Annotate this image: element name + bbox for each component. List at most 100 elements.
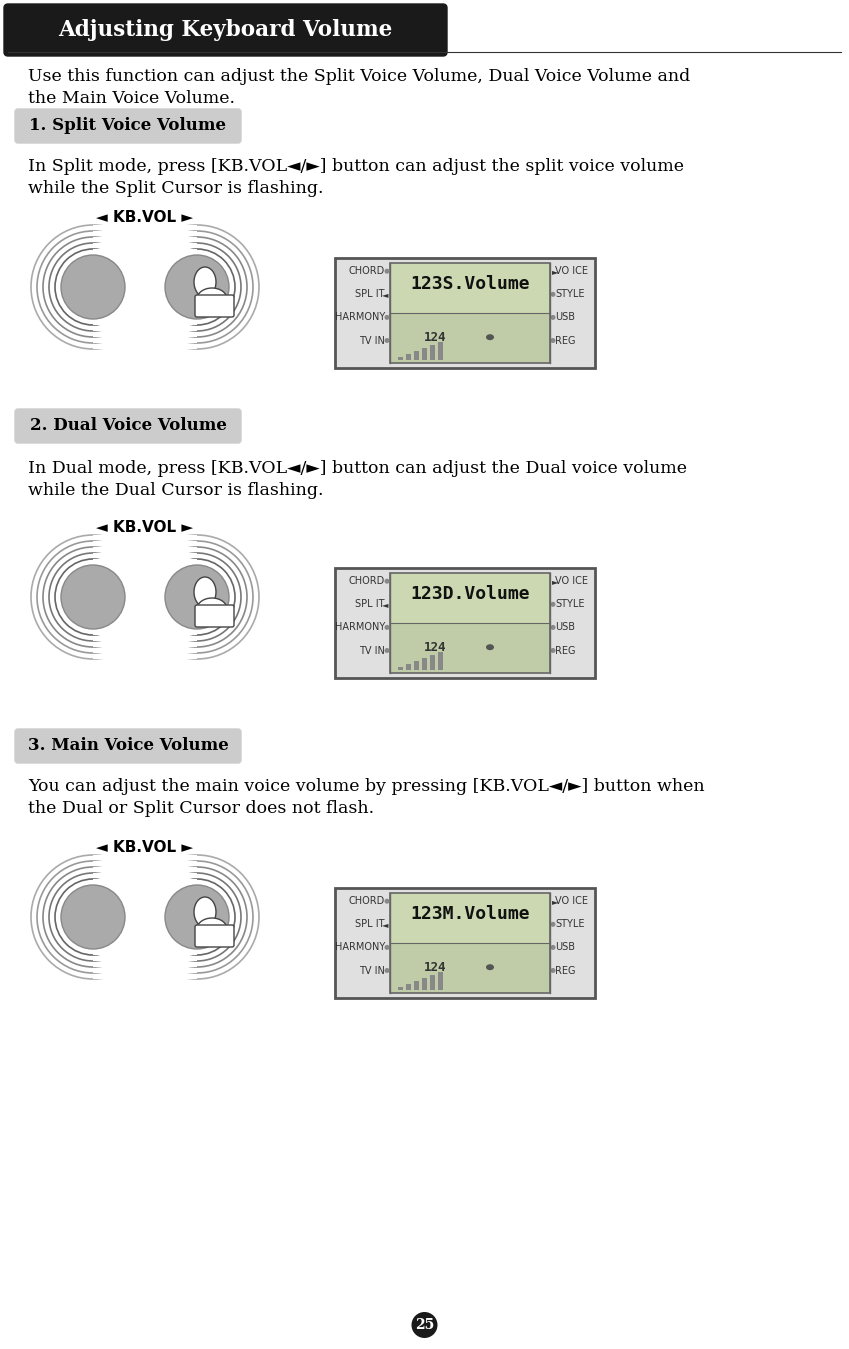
Circle shape: [385, 339, 390, 343]
Ellipse shape: [165, 885, 229, 948]
Text: REG: REG: [555, 336, 576, 345]
Ellipse shape: [31, 536, 155, 660]
Text: SPL IT: SPL IT: [356, 599, 385, 610]
Bar: [414, 661, 419, 670]
Circle shape: [550, 625, 555, 630]
Circle shape: [550, 314, 555, 320]
Bar: [93, 855, 197, 979]
FancyBboxPatch shape: [195, 925, 234, 947]
Circle shape: [385, 944, 390, 950]
Text: Use this function can adjust the Split Voice Volume, Dual Voice Volume and: Use this function can adjust the Split V…: [28, 67, 690, 85]
Bar: [93, 558, 197, 635]
Bar: [93, 231, 197, 343]
Ellipse shape: [194, 267, 216, 297]
FancyBboxPatch shape: [15, 409, 241, 442]
Text: STYLE: STYLE: [555, 919, 584, 929]
Text: TV IN: TV IN: [359, 336, 385, 345]
Ellipse shape: [141, 541, 253, 653]
Ellipse shape: [194, 577, 216, 607]
Text: 124: 124: [424, 960, 447, 974]
Bar: [406, 664, 411, 670]
Text: USB: USB: [555, 943, 575, 952]
Text: You can adjust the main voice volume by pressing [KB.VOL◄/►] button when: You can adjust the main voice volume by …: [28, 778, 705, 795]
Bar: [390, 573, 550, 673]
Text: 123S.Volume: 123S.Volume: [410, 275, 530, 293]
Ellipse shape: [486, 645, 494, 650]
Ellipse shape: [61, 885, 125, 948]
Bar: [438, 652, 443, 670]
Bar: [398, 987, 403, 990]
Ellipse shape: [147, 237, 247, 337]
Ellipse shape: [147, 546, 247, 648]
Text: In Dual mode, press [KB.VOL◄/►] button can adjust the Dual voice volume: In Dual mode, press [KB.VOL◄/►] button c…: [28, 460, 687, 478]
Bar: [93, 873, 197, 960]
Ellipse shape: [141, 231, 253, 343]
Bar: [93, 237, 197, 337]
Text: ◄: ◄: [381, 290, 388, 298]
Bar: [93, 243, 197, 331]
Circle shape: [385, 314, 390, 320]
Text: HARMONY: HARMONY: [335, 943, 385, 952]
Ellipse shape: [55, 250, 131, 325]
Ellipse shape: [61, 565, 125, 629]
Text: ►: ►: [552, 267, 559, 275]
Ellipse shape: [37, 231, 149, 343]
Bar: [438, 973, 443, 990]
Text: VO ICE: VO ICE: [555, 266, 588, 277]
Text: TV IN: TV IN: [359, 646, 385, 656]
Text: ◄: ◄: [381, 920, 388, 929]
Bar: [406, 983, 411, 990]
Bar: [93, 536, 197, 660]
Ellipse shape: [197, 919, 227, 940]
Bar: [93, 880, 197, 955]
Circle shape: [385, 969, 390, 973]
Ellipse shape: [159, 558, 235, 635]
Ellipse shape: [55, 558, 131, 635]
Ellipse shape: [197, 287, 227, 310]
Text: 25: 25: [415, 1318, 434, 1331]
Bar: [335, 258, 595, 368]
Bar: [430, 345, 435, 360]
Ellipse shape: [153, 243, 241, 331]
Text: VO ICE: VO ICE: [555, 576, 588, 587]
Text: CHORD: CHORD: [349, 266, 385, 277]
Ellipse shape: [194, 897, 216, 927]
Bar: [398, 357, 403, 360]
Text: 124: 124: [424, 641, 447, 654]
Text: TV IN: TV IN: [359, 966, 385, 975]
Bar: [93, 225, 197, 349]
Circle shape: [385, 268, 390, 274]
Text: Adjusting Keyboard Volume: Adjusting Keyboard Volume: [58, 19, 392, 40]
Ellipse shape: [135, 536, 259, 660]
Text: ►: ►: [552, 577, 559, 585]
FancyBboxPatch shape: [195, 295, 234, 317]
Ellipse shape: [55, 880, 131, 955]
Ellipse shape: [49, 553, 137, 641]
Ellipse shape: [49, 243, 137, 331]
Text: ►: ►: [552, 897, 559, 905]
Text: HARMONY: HARMONY: [335, 622, 385, 633]
Bar: [93, 546, 197, 648]
Ellipse shape: [197, 598, 227, 621]
Bar: [391, 575, 549, 623]
Bar: [93, 861, 197, 973]
Text: the Main Voice Volume.: the Main Voice Volume.: [28, 90, 235, 107]
Ellipse shape: [486, 335, 494, 340]
Ellipse shape: [61, 255, 125, 318]
Text: STYLE: STYLE: [555, 289, 584, 299]
Text: CHORD: CHORD: [349, 896, 385, 907]
Circle shape: [385, 898, 390, 904]
Text: SPL IT: SPL IT: [356, 289, 385, 299]
Bar: [422, 978, 427, 990]
Text: REG: REG: [555, 646, 576, 656]
Text: 123D.Volume: 123D.Volume: [410, 585, 530, 603]
Text: ◄: ◄: [381, 600, 388, 608]
Text: 123M.Volume: 123M.Volume: [410, 905, 530, 924]
Circle shape: [550, 648, 555, 653]
Ellipse shape: [165, 565, 229, 629]
Circle shape: [550, 291, 555, 297]
Bar: [390, 893, 550, 993]
Text: In Split mode, press [KB.VOL◄/►] button can adjust the split voice volume: In Split mode, press [KB.VOL◄/►] button …: [28, 158, 684, 175]
Ellipse shape: [147, 867, 247, 967]
Ellipse shape: [141, 861, 253, 973]
